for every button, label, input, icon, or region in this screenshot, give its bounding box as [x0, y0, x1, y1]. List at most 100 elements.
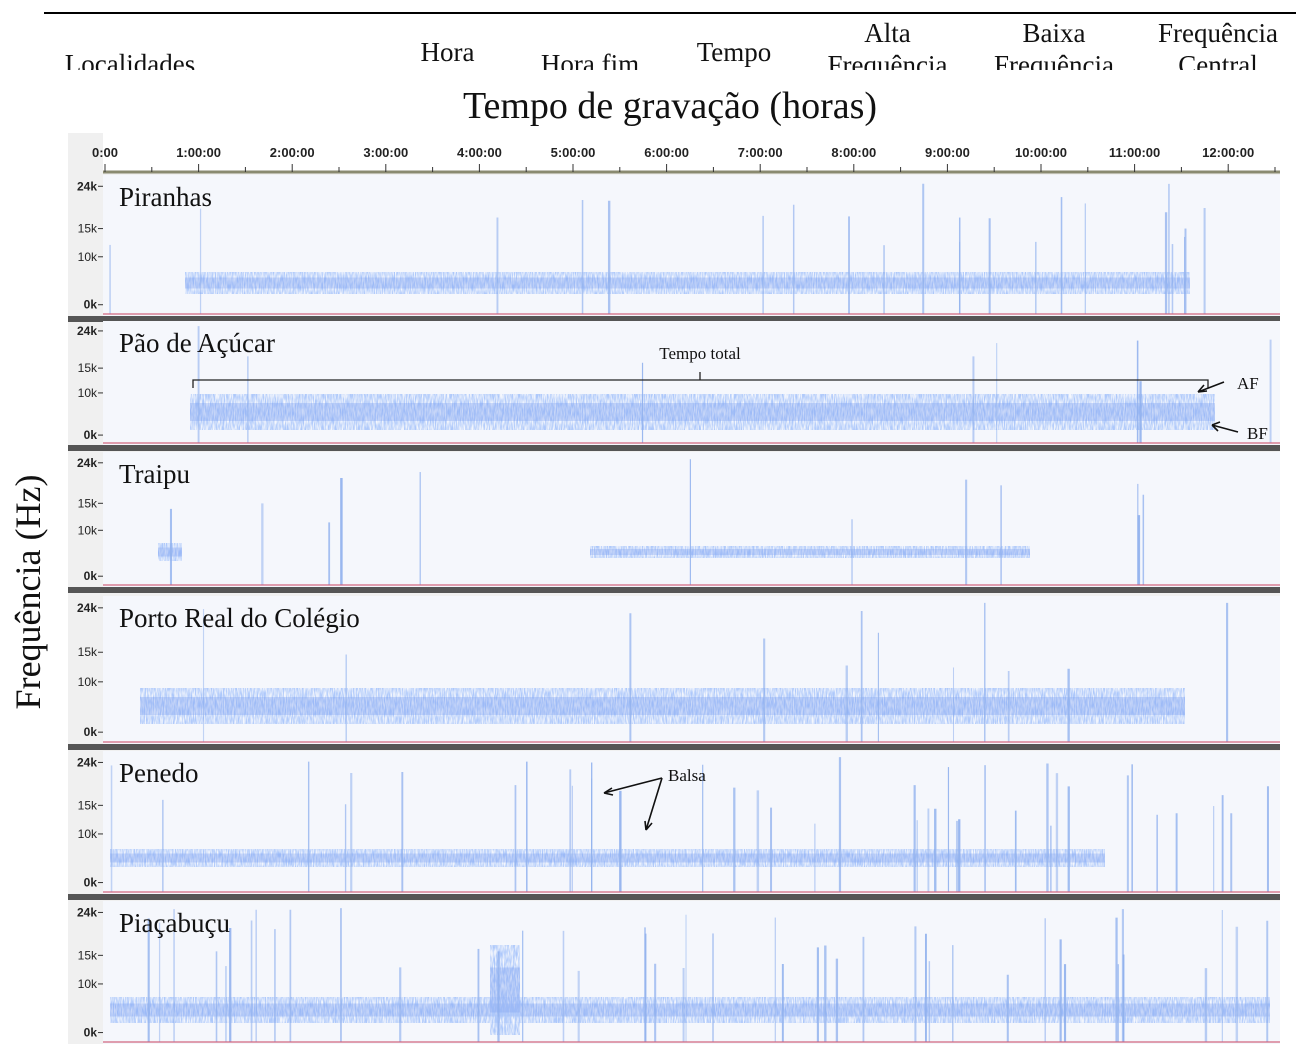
time-ruler — [103, 133, 1280, 173]
header-rule — [44, 12, 1296, 14]
frequency-tick-label: 15k — [78, 222, 98, 236]
sound-band-glow — [110, 853, 1105, 863]
panel-separator — [68, 587, 1280, 593]
panel-label: Porto Real do Colégio — [119, 603, 360, 633]
frequency-tick-label: 0k — [84, 298, 98, 312]
sound-band-glow — [140, 697, 1185, 715]
frequency-tick-label: 10k — [78, 250, 98, 264]
time-tick-label: 7:00:00 — [738, 145, 783, 160]
total-time-bracket — [192, 372, 1209, 388]
frequency-tick-label: 15k — [78, 645, 98, 659]
panel-background — [103, 751, 1280, 894]
sound-band-glow — [110, 1003, 1270, 1017]
panel-baseline — [103, 313, 1280, 315]
header-cell: Localidades — [64, 49, 196, 70]
frequency-tick-label: 24k — [77, 905, 97, 919]
time-tick-label: 11:00:00 — [1109, 145, 1160, 160]
figure-title: Tempo de gravação (horas) — [463, 85, 877, 127]
time-ruler-ticks: 0:00 1:00:00 2:00:00 3:00:00 4:00:00 5:00:00 6… — [92, 145, 1276, 172]
sound-band — [110, 997, 1270, 1023]
frequency-tick-label: 0k — [84, 569, 98, 583]
time-tick-label: 2:00:00 — [270, 145, 315, 160]
frequency-tick-label: 24k — [77, 601, 97, 615]
sound-band-glow — [590, 549, 1030, 555]
frequency-tick-label: 15k — [78, 361, 98, 375]
sound-band-glow — [490, 967, 520, 1013]
panel-baseline — [103, 741, 1280, 743]
time-tick-label: 5:00:00 — [551, 145, 596, 160]
header-cell: Hora fim — [540, 49, 640, 70]
spectrogram-panel: Pão de Açúcar 24k 15k 10k 0k — [68, 321, 1280, 451]
frequency-tick-label: 10k — [78, 827, 98, 841]
panel-label: Penedo — [119, 758, 198, 788]
frequency-tick-label: 0k — [84, 1026, 98, 1040]
af-arrow — [1197, 381, 1225, 393]
time-tick-label: 0:00 — [92, 145, 118, 160]
sound-band — [140, 688, 1185, 724]
panel-baseline — [103, 891, 1280, 893]
panel-baseline — [103, 1041, 1280, 1043]
spectrogram-panel: Porto Real do Colégio 24k 15k 10k 0k — [68, 596, 1280, 750]
annotations: Tempo total AF BF Balsa — [192, 344, 1268, 831]
panel-label: Pão de Açúcar — [119, 328, 275, 358]
panel-background — [103, 452, 1280, 587]
time-tick-label: 3:00:00 — [363, 145, 408, 160]
panel-baseline — [103, 584, 1280, 586]
spectrogram-panel: Penedo 24k 15k 10k 0k — [68, 751, 1280, 900]
af-label: AF — [1237, 374, 1259, 393]
bf-arrow — [1211, 421, 1239, 433]
frequency-tick-label: 10k — [78, 675, 98, 689]
header-cell: Hora — [420, 37, 475, 67]
frequency-tick-label: 10k — [78, 523, 98, 537]
time-tick-label: 8:00:00 — [831, 145, 876, 160]
sound-band-glow — [190, 403, 1215, 421]
time-tick-label: 9:00:00 — [925, 145, 970, 160]
sound-band-glow — [185, 277, 1190, 289]
frequency-tick-label: 24k — [77, 456, 97, 470]
panel-separator — [68, 894, 1280, 900]
sound-band — [590, 546, 1030, 558]
time-tick-label: 6:00:00 — [644, 145, 689, 160]
frequency-tick-label: 24k — [77, 755, 97, 769]
sound-band — [185, 272, 1190, 294]
header-cell: Alta Frequência — [827, 18, 948, 70]
panel-separator — [68, 744, 1280, 750]
panel-baseline — [103, 442, 1280, 444]
ferry-arrows — [603, 777, 663, 831]
sound-band — [490, 945, 520, 1035]
header-cell: Tempo — [696, 37, 772, 67]
header-cell: Frequência Central — [1158, 18, 1278, 70]
frequency-tick-label: 0k — [84, 428, 98, 442]
sound-band — [190, 394, 1215, 430]
ferry-label: Balsa — [668, 766, 706, 785]
panel-separator — [68, 445, 1280, 451]
time-tick-label: 12:00:00 — [1202, 145, 1254, 160]
frequency-tick-label: 0k — [84, 725, 98, 739]
panel-label: Traipu — [119, 459, 191, 489]
bf-label: BF — [1247, 424, 1268, 443]
panel-label: Piranhas — [119, 182, 212, 212]
y-axis-label: Frequência (Hz) — [8, 475, 48, 710]
frequency-tick-label: 0k — [84, 876, 98, 890]
frequency-tick-label: 10k — [78, 386, 98, 400]
panel-separator — [68, 316, 1280, 322]
panels: Piranhas 24k 15k 10k 0k Pão de Açúcar 24k 15k 10… — [68, 175, 1280, 1044]
time-tick-label: 1:00:00 — [176, 145, 221, 160]
time-tick-label: 4:00:00 — [457, 145, 502, 160]
time-tick-label: 10:00:00 — [1015, 145, 1067, 160]
frequency-tick-label: 15k — [78, 948, 98, 962]
frequency-tick-label: 10k — [78, 977, 98, 991]
header-cell: Baixa Frequência — [994, 18, 1114, 70]
spectrogram-panel: Piaçabuçu 24k 15k 10k 0k — [77, 901, 1280, 1044]
frequency-tick-label: 15k — [78, 798, 98, 812]
spectrogram-panel: Traipu 24k 15k 10k 0k — [68, 452, 1280, 593]
panel-background — [103, 175, 1280, 316]
frequency-tick-label: 24k — [77, 324, 97, 338]
table-header: Localidades Hora Hora fim Tempo Alta Fre… — [0, 0, 1296, 70]
total-time-label: Tempo total — [659, 344, 741, 363]
panel-label: Piaçabuçu — [119, 908, 230, 938]
spectrogram-panel: Piranhas 24k 15k 10k 0k — [68, 175, 1280, 322]
sound-band — [110, 849, 1105, 867]
